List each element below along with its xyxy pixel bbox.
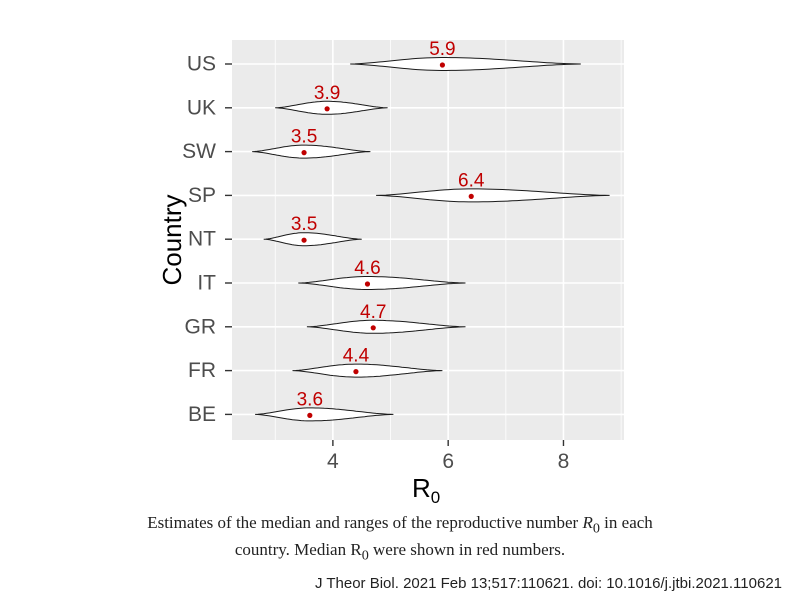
x-axis-title: R0	[412, 473, 440, 507]
violin-us	[350, 57, 581, 71]
y-tick-label-be: BE	[188, 403, 216, 426]
y-tick-label-sw: SW	[182, 140, 216, 163]
caption-line2-suffix: were shown in red numbers.	[368, 540, 566, 560]
violin-be	[255, 407, 394, 422]
median-point-be	[307, 412, 313, 418]
violin-sw	[252, 144, 371, 159]
violin-fr	[292, 363, 443, 378]
figure-caption: Estimates of the median and ranges of th…	[60, 512, 740, 567]
median-point-us	[439, 62, 446, 68]
x-axis-title-subscript: 0	[431, 488, 440, 507]
violin-it	[298, 276, 466, 290]
caption-line2-prefix: country. Median R	[234, 540, 362, 560]
median-point-sp	[468, 193, 474, 199]
median-label-be: 3.6	[297, 389, 323, 410]
caption-line2-subscript: 0	[361, 547, 369, 564]
median-label-sw: 3.5	[291, 127, 317, 148]
violin-chart: 5.9 3.9 3.5 6.4 3.5 4.6 4.7 4.4 3.6 US UK SW SP NT IT…	[157, 39, 624, 507]
median-point-gr	[370, 325, 376, 331]
caption-line1-suffix: in each	[599, 513, 653, 532]
median-point-it	[364, 281, 371, 287]
median-point-sw	[301, 150, 307, 156]
y-tick-label-us: US	[187, 53, 216, 76]
y-axis-title: Country	[157, 194, 187, 285]
x-tick-label-4: 4	[327, 450, 339, 473]
violin-uk	[275, 100, 388, 115]
x-axis: 4 6 8	[327, 440, 569, 473]
median-label-gr: 4.7	[360, 302, 386, 323]
median-label-nt: 3.5	[291, 214, 317, 235]
violin-sp	[376, 188, 610, 203]
y-tick-label-gr: GR	[185, 315, 217, 338]
violin-nt	[263, 232, 362, 247]
median-label-fr: 4.4	[343, 346, 370, 367]
median-label-us: 5.9	[429, 39, 455, 60]
median-point-fr	[353, 369, 359, 375]
median-label-sp: 6.4	[458, 170, 485, 191]
y-tick-label-fr: FR	[188, 359, 216, 382]
violin-gr	[306, 319, 466, 334]
x-tick-label-6: 6	[442, 450, 454, 473]
y-tick-label-it: IT	[197, 272, 216, 295]
citation: J Theor Biol. 2021 Feb 13;517:110621. do…	[314, 575, 782, 592]
median-point-nt	[301, 237, 307, 243]
median-label-it: 4.6	[354, 258, 380, 279]
caption-r-symbol: R	[582, 513, 593, 532]
x-axis-title-symbol: R	[412, 473, 431, 503]
caption-r-subscript: 0	[592, 520, 600, 537]
y-tick-label-uk: UK	[187, 96, 216, 119]
median-label-uk: 3.9	[314, 83, 340, 104]
violins: 5.9 3.9 3.5 6.4 3.5 4.6 4.7 4.4 3.6	[252, 39, 610, 422]
y-tick-label-sp: SP	[188, 184, 216, 207]
y-axis: US UK SW SP NT IT GR FR BE	[182, 53, 232, 426]
median-point-uk	[324, 106, 330, 112]
caption-line1-prefix: Estimates of the median and ranges of th…	[147, 513, 583, 532]
x-tick-label-8: 8	[558, 450, 570, 473]
y-tick-label-nt: NT	[188, 228, 216, 251]
